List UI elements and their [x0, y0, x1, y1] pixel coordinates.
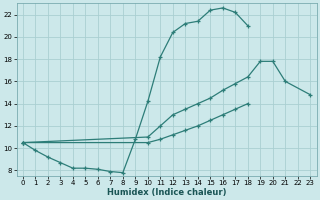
X-axis label: Humidex (Indice chaleur): Humidex (Indice chaleur) [107, 188, 226, 197]
